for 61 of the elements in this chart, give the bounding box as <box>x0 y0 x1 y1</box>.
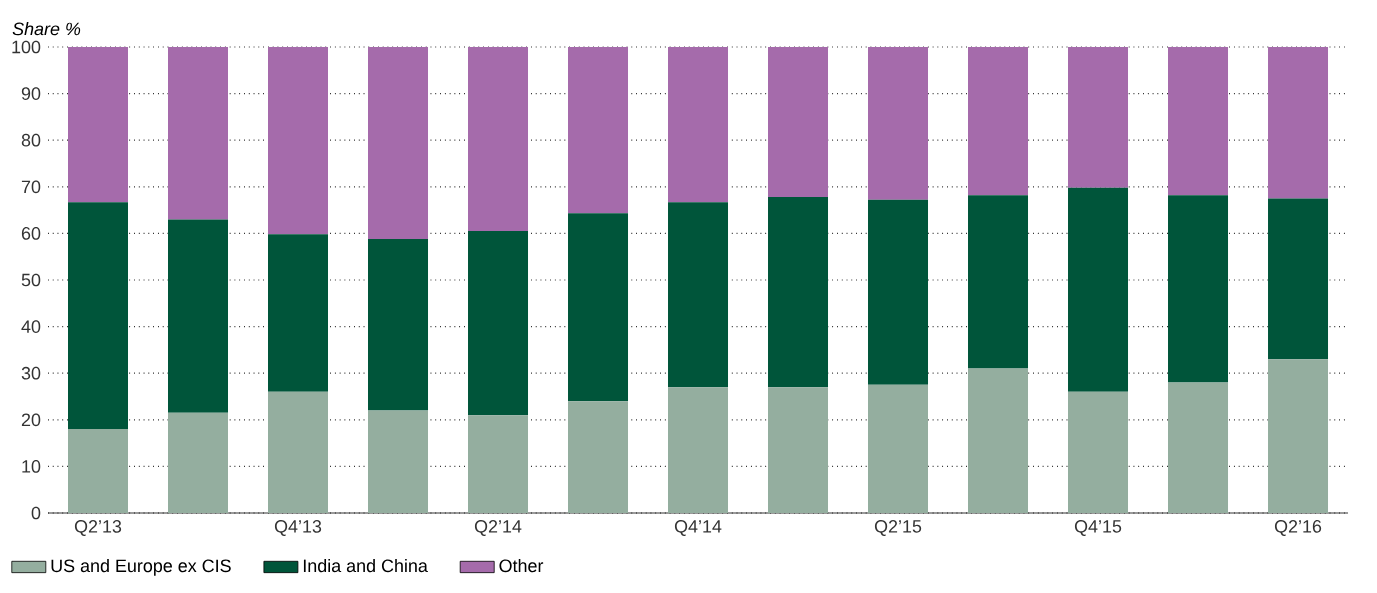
bar <box>768 387 829 513</box>
bar <box>868 46 929 200</box>
bar <box>1068 46 1129 188</box>
x-tick-label: Q4’15 <box>1074 520 1122 536</box>
bar <box>268 46 328 235</box>
bar <box>168 412 228 513</box>
bar <box>168 219 228 413</box>
bar <box>1068 391 1129 513</box>
y-tick-label: 100 <box>12 40 41 54</box>
x-tick-label: Q2’16 <box>1274 520 1322 536</box>
bar <box>668 46 729 203</box>
bar <box>468 231 529 416</box>
bar <box>968 46 1029 196</box>
bar <box>68 429 128 513</box>
y-tick-label: 0 <box>31 506 41 520</box>
y-axis-title: Share % <box>12 22 81 36</box>
bar <box>268 234 328 392</box>
y-tick-label: 20 <box>21 413 41 427</box>
legend-label: Other <box>499 558 544 573</box>
legend-label: India and China <box>303 558 428 573</box>
y-tick-label: 70 <box>21 180 41 194</box>
bar <box>1068 187 1129 392</box>
bar <box>468 46 529 232</box>
bar <box>1168 382 1229 513</box>
bar <box>668 202 729 388</box>
bar <box>1268 359 1329 513</box>
x-tick-label: Q2’15 <box>874 520 922 536</box>
bar <box>468 415 529 513</box>
y-tick-label: 80 <box>21 133 41 147</box>
bar <box>368 410 429 513</box>
bar <box>1168 46 1229 196</box>
bar <box>968 368 1029 513</box>
bar <box>868 199 929 385</box>
x-tick-label: Q2’14 <box>474 520 522 536</box>
legend-label: US and Europe ex CIS <box>51 558 231 576</box>
bar <box>68 202 128 430</box>
y-tick-label: 40 <box>21 320 41 333</box>
bar <box>568 401 629 513</box>
bar <box>1268 46 1329 199</box>
bar <box>68 46 128 203</box>
bar <box>1268 198 1329 360</box>
bar <box>668 387 729 513</box>
x-tick-label: Q2’13 <box>74 520 122 536</box>
bar <box>568 46 629 214</box>
x-tick-label: Q4’14 <box>674 520 722 536</box>
y-tick-label: 30 <box>21 366 41 380</box>
bar <box>568 213 629 402</box>
bar <box>168 46 228 220</box>
bar <box>268 391 328 513</box>
x-tick-label: Q4’13 <box>274 520 322 536</box>
bar <box>368 46 429 239</box>
bar <box>868 384 929 513</box>
y-tick-label: 10 <box>22 460 41 473</box>
y-tick-label: 60 <box>21 227 41 240</box>
bar <box>368 238 429 411</box>
y-tick-label: 90 <box>21 87 41 100</box>
bar <box>768 197 829 388</box>
bar <box>1168 195 1229 383</box>
bar <box>968 195 1029 369</box>
bar <box>768 46 829 198</box>
y-tick-label: 50 <box>21 273 41 287</box>
